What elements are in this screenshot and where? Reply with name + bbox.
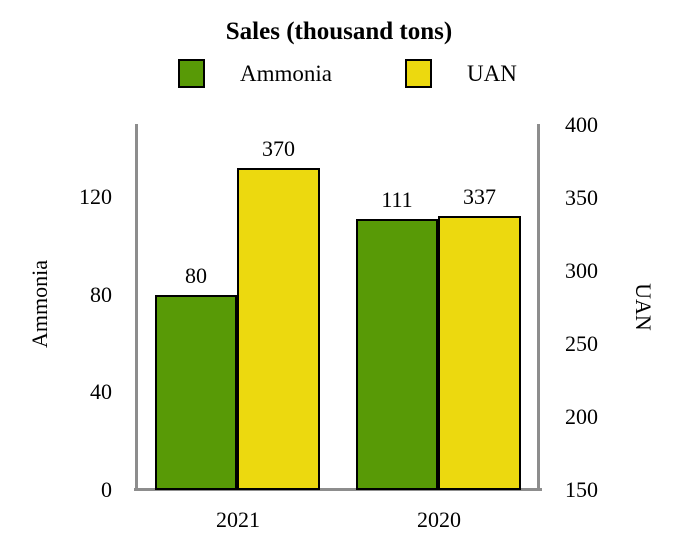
right-axis-title: UAN — [631, 283, 656, 331]
ammonia-legend-label: Ammonia — [240, 61, 332, 86]
left-axis-tick: 40 — [90, 379, 112, 404]
value-label-uan-2021: 370 — [262, 135, 295, 161]
right-axis-tick: 400 — [565, 112, 598, 137]
bar-ammonia-2020 — [356, 219, 438, 490]
bar-uan-2021 — [237, 167, 320, 490]
bottom-axis-line — [134, 488, 542, 491]
category-label-2020: 2020 — [417, 507, 461, 532]
bar-ammonia-2021 — [155, 294, 237, 490]
right-axis-tick: 200 — [565, 404, 598, 429]
uan-legend-label: UAN — [467, 61, 517, 86]
right-axis-tick: 300 — [565, 258, 598, 283]
ammonia-legend-swatch — [178, 59, 205, 88]
left-axis-tick: 120 — [79, 184, 112, 209]
value-label-ammonia-2020: 111 — [381, 187, 413, 213]
right-axis-line — [537, 124, 540, 491]
left-axis-tick: 80 — [90, 282, 112, 307]
value-label-uan-2020: 337 — [463, 184, 496, 210]
left-axis-title: Ammonia — [27, 260, 52, 348]
left-axis-line — [135, 124, 138, 491]
uan-legend-swatch — [405, 59, 432, 88]
bar-uan-2020 — [438, 216, 521, 490]
right-axis-tick: 350 — [565, 185, 598, 210]
value-label-ammonia-2021: 80 — [185, 262, 207, 288]
right-axis-tick: 150 — [565, 477, 598, 502]
chart-title: Sales (thousand tons) — [225, 18, 453, 45]
category-label-2021: 2021 — [216, 507, 260, 532]
right-axis-tick: 250 — [565, 331, 598, 356]
left-axis-tick: 0 — [101, 477, 112, 502]
